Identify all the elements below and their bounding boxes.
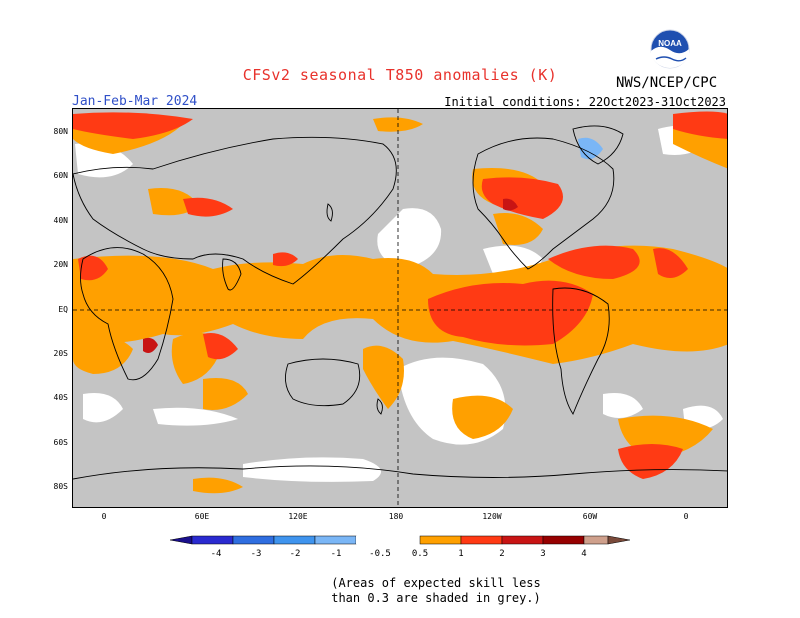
initial-conditions: Initial conditions: 22Oct2023-31Oct2023 bbox=[444, 95, 726, 109]
legend-label: 4 bbox=[581, 549, 586, 558]
lat-label: 60S bbox=[53, 438, 68, 447]
color-legend: -4 -3 -2 -1 -0.5 0.5 1 2 3 4 bbox=[170, 535, 630, 558]
lat-label: EQ bbox=[58, 305, 68, 314]
lat-label: 60N bbox=[53, 171, 68, 180]
lat-label: 20S bbox=[53, 349, 68, 358]
lon-label: 60W bbox=[582, 512, 598, 521]
lat-label: 40N bbox=[53, 216, 68, 225]
legend-label: -0.5 bbox=[369, 549, 391, 558]
legend-label: 2 bbox=[499, 549, 504, 558]
legend-swatch bbox=[542, 535, 585, 545]
agency-label: NWS/NCEP/CPC bbox=[616, 75, 718, 91]
legend-swatch bbox=[607, 535, 630, 545]
legend-label: -3 bbox=[251, 549, 262, 558]
legend-swatch bbox=[170, 535, 193, 545]
lon-label: 180 bbox=[388, 512, 404, 521]
anomaly-2-3-areas bbox=[143, 198, 518, 353]
lat-label: 80S bbox=[53, 482, 68, 491]
legend-swatch bbox=[191, 535, 234, 545]
lon-label: 60E bbox=[194, 512, 210, 521]
legend-swatch bbox=[232, 535, 275, 545]
legend-label: -1 bbox=[331, 549, 342, 558]
legend-label: -2 bbox=[290, 549, 301, 558]
legend-swatch bbox=[314, 535, 357, 545]
noaa-logo-icon: NOAA bbox=[650, 29, 690, 69]
legend-swatch bbox=[460, 535, 503, 545]
anomaly-map bbox=[72, 108, 728, 508]
continent-outlines bbox=[73, 125, 727, 480]
lat-label: 20N bbox=[53, 260, 68, 269]
legend-swatch bbox=[419, 535, 462, 545]
legend-swatch bbox=[273, 535, 316, 545]
legend-label: 1 bbox=[458, 549, 463, 558]
map-canvas bbox=[73, 109, 727, 507]
forecast-period: Jan-Feb-Mar 2024 bbox=[72, 94, 198, 109]
legend-swatch bbox=[583, 535, 609, 545]
legend-swatch bbox=[501, 535, 544, 545]
lon-label: 120W bbox=[482, 512, 502, 521]
lat-label: 40S bbox=[53, 393, 68, 402]
legend-swatch bbox=[356, 536, 420, 544]
legend-label: 3 bbox=[540, 549, 545, 558]
lat-label: 80N bbox=[53, 127, 68, 136]
noaa-logo-text: NOAA bbox=[658, 39, 682, 48]
skill-note-line1: (Areas of expected skill less bbox=[331, 576, 541, 590]
legend-label: -4 bbox=[211, 549, 222, 558]
skill-note-line2: than 0.3 are shaded in grey.) bbox=[331, 591, 541, 605]
lon-label: 0 bbox=[101, 512, 107, 521]
map-title: CFSv2 seasonal T850 anomalies (K) bbox=[242, 66, 558, 84]
lon-label: 120E bbox=[288, 512, 308, 521]
legend-label: 0.5 bbox=[412, 549, 428, 558]
lon-label: 0 bbox=[683, 512, 689, 521]
anomaly-1-2-areas bbox=[73, 111, 727, 479]
